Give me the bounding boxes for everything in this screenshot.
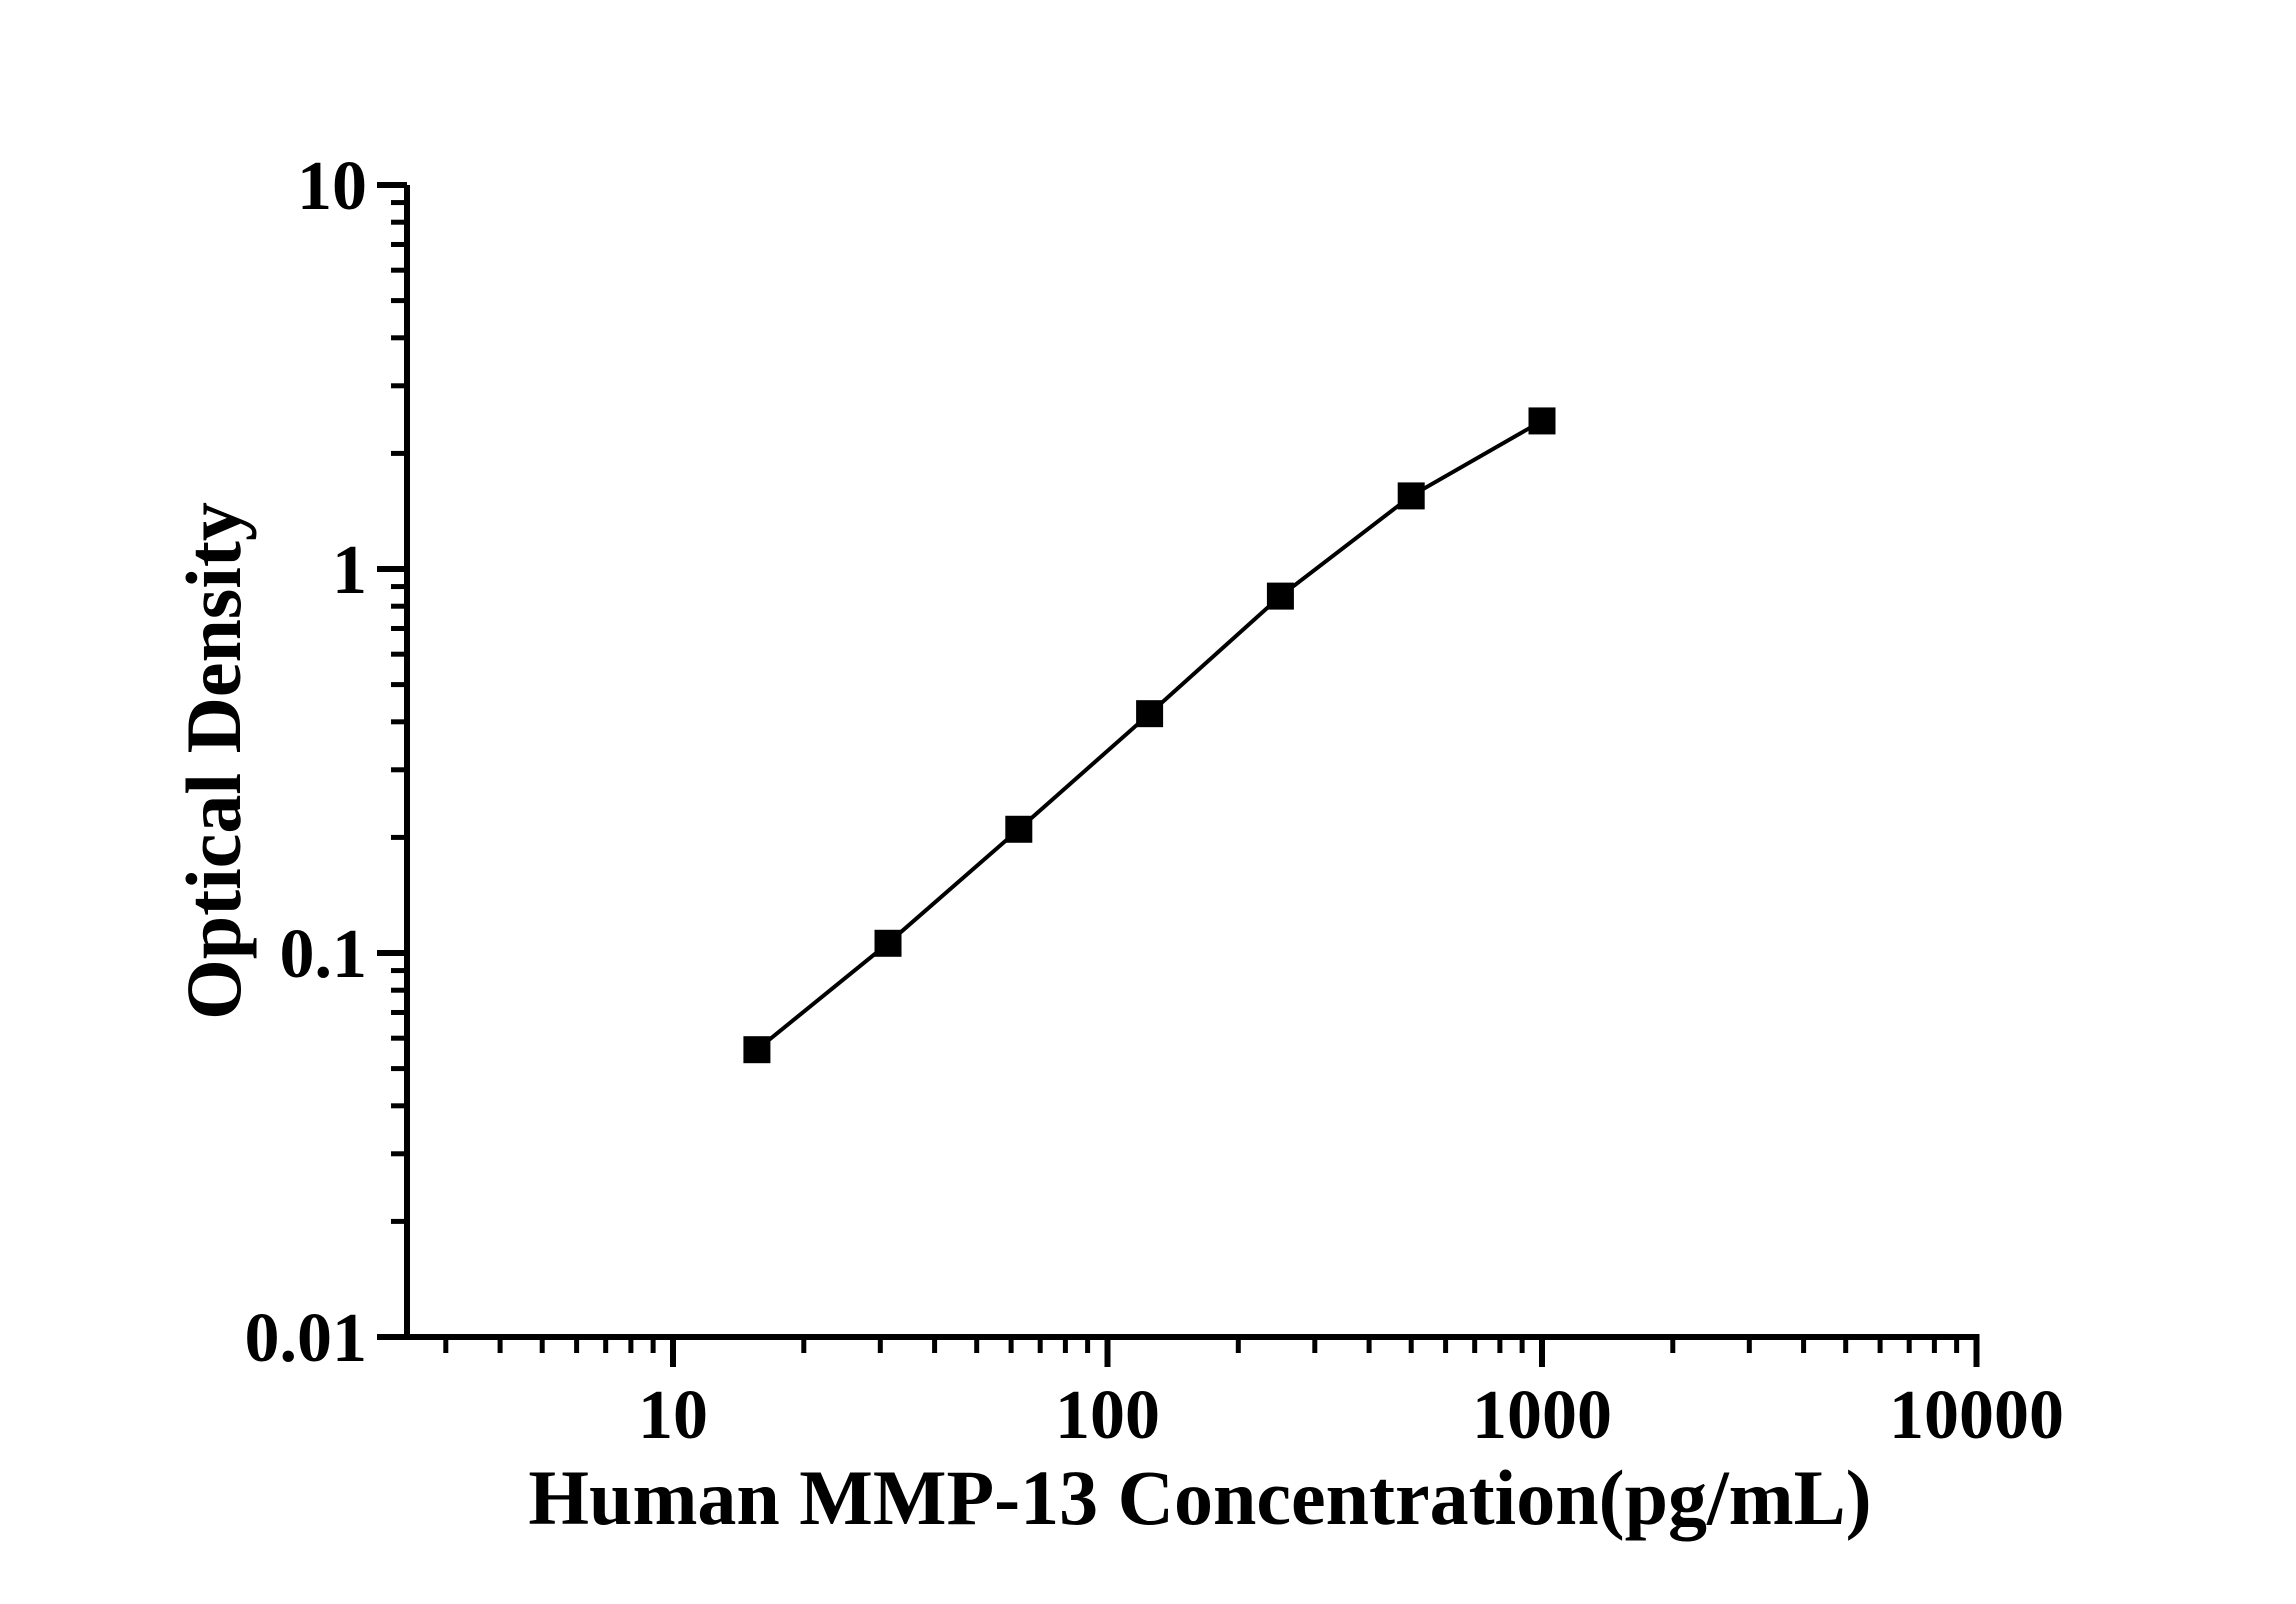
x-tick-label: 10000	[1889, 1377, 2064, 1454]
x-tick-label: 1000	[1472, 1377, 1612, 1454]
y-tick-label: 0.01	[245, 1300, 368, 1377]
x-tick-label: 100	[1055, 1377, 1160, 1454]
y-axis-title: Optical Density	[170, 502, 257, 1020]
y-tick-label: 0.1	[280, 916, 368, 993]
data-point-marker	[874, 929, 902, 957]
y-tick-label: 10	[297, 148, 367, 225]
x-axis-title: Human MMP-13 Concentration(pg/mL)	[528, 1454, 1871, 1541]
x-tick-label: 10	[638, 1377, 708, 1454]
plot-area: 10 100 1000 10000 0.01 0.1 1 10	[245, 148, 2065, 1454]
data-point-marker	[1528, 407, 1556, 435]
data-point-marker	[743, 1036, 771, 1064]
data-point-marker	[1136, 700, 1164, 728]
data-point-marker	[1397, 482, 1425, 510]
y-tick-label: 1	[332, 532, 367, 609]
data-point-marker	[1005, 815, 1033, 843]
data-point-marker	[1266, 582, 1294, 610]
